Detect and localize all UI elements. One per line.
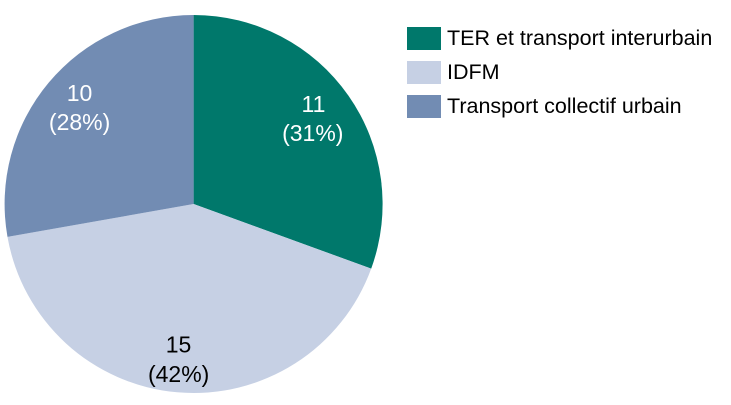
svg-text:11: 11: [302, 91, 326, 117]
svg-text:(31%): (31%): [282, 120, 343, 146]
svg-text:(28%): (28%): [49, 109, 110, 135]
svg-text:(42%): (42%): [148, 361, 209, 387]
svg-text:15: 15: [166, 331, 192, 357]
svg-text:10: 10: [67, 80, 93, 106]
